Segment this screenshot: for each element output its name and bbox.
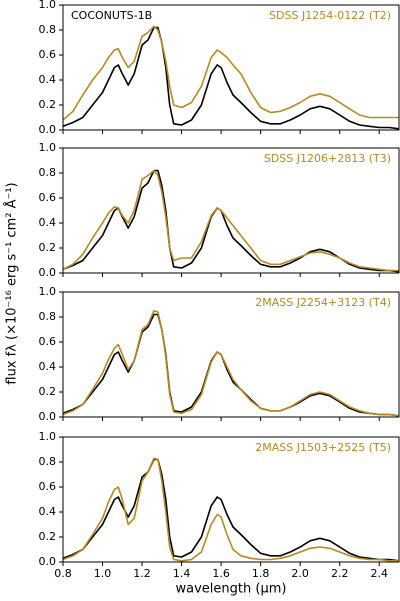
spectrum-line [62,457,399,562]
y-tick-label: 0.6 [39,48,57,61]
y-tick-label: 1.0 [39,285,57,298]
spectrum-line [62,310,400,417]
y-tick-label: 0.0 [39,410,57,423]
y-tick-label: 0.8 [39,166,57,179]
spectrum-line [62,169,400,273]
y-tick-label: 0.4 [39,360,57,373]
y-tick-label: 0.0 [39,266,57,279]
x-axis-label: wavelength (μm) [176,582,287,597]
legend-label: SDSS J1254-0122 (T2) [269,9,391,22]
x-tick-label: 1.2 [133,567,151,580]
y-axis-label: flux fλ (×10⁻¹⁶ erg s⁻¹ cm² Å⁻¹) [4,182,20,384]
x-tick-label: 1.0 [94,567,112,580]
y-tick-label: 0.4 [39,216,57,229]
y-tick-label: 0.2 [39,530,57,543]
plot-frame [62,436,400,563]
x-tick-label: 2.2 [331,567,349,580]
spectrum-line [62,458,400,562]
spectrum-line [62,169,399,272]
y-tick-label: 0.0 [39,123,57,136]
x-tick-label: 1.4 [173,567,191,580]
x-tick-label: 0.8 [54,567,72,580]
legend-label: SDSS J1206+2813 (T3) [264,152,391,165]
y-tick-label: 0.8 [39,455,57,468]
y-tick-label: 1.0 [39,141,57,154]
x-tick-label: 1.8 [252,567,270,580]
y-tick-label: 0.0 [39,555,57,568]
y-tick-label: 0.8 [39,23,57,36]
plot-frame [62,147,400,274]
y-tick-label: 0.4 [39,505,57,518]
plot-frame [62,4,400,131]
y-tick-label: 0.6 [39,335,57,348]
spectrum-line [62,313,400,417]
y-tick-label: 0.2 [39,98,57,111]
legend-label: 2MASS J1503+2525 (T5) [255,441,391,454]
x-tick-label: 2.0 [291,567,309,580]
y-tick-label: 0.8 [39,310,57,323]
y-tick-label: 0.4 [39,73,57,86]
legend-label: 2MASS J2254+3123 (T4) [255,296,391,309]
y-tick-label: 0.6 [39,191,57,204]
spectrum-line [62,25,399,121]
spectrum-line [62,26,400,130]
y-tick-label: 0.2 [39,385,57,398]
x-tick-label: 2.4 [370,567,388,580]
plot-frame [62,291,400,418]
legend-label: COCONUTS-1B [71,9,152,22]
y-tick-label: 1.0 [39,0,57,11]
y-tick-label: 1.0 [39,430,57,443]
y-tick-label: 0.6 [39,480,57,493]
y-tick-label: 0.2 [39,241,57,254]
x-tick-label: 1.6 [212,567,230,580]
